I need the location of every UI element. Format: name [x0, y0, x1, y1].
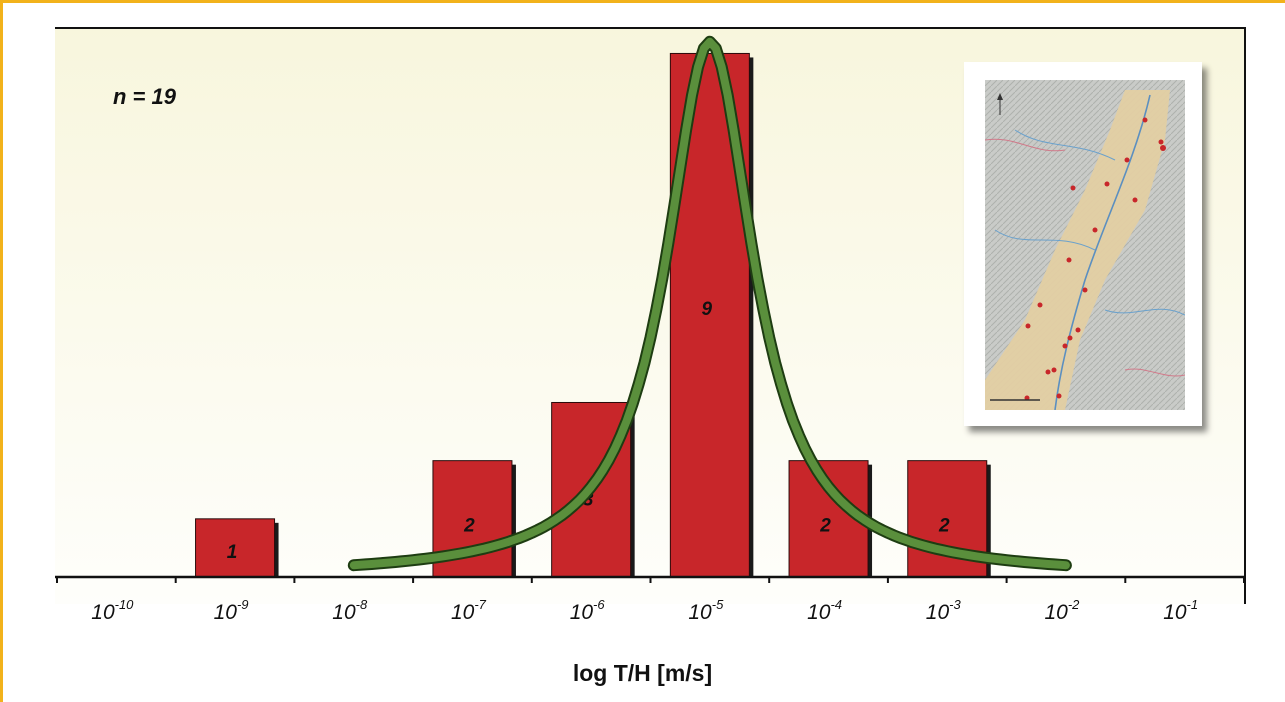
x-tick-label: 10-10	[91, 597, 134, 624]
x-tick-label: 10-7	[451, 597, 487, 624]
bar-value-label: 2	[819, 516, 831, 537]
sample-size-label: n = 19	[113, 84, 176, 109]
bar-value-label: 3	[583, 489, 594, 510]
fitted-curve	[349, 37, 1070, 570]
bar-value-label: 2	[463, 516, 475, 537]
x-tick-label: 10-3	[926, 597, 962, 624]
bar-10^-9	[195, 518, 276, 578]
x-axis-title: log T/H [m/s]	[572, 660, 713, 686]
x-tick-label: 10-2	[1044, 597, 1080, 624]
map-image	[985, 80, 1185, 410]
bar-value-label: 9	[702, 299, 713, 320]
bar-value-label: 1	[227, 542, 238, 563]
x-tick-label: 10-1	[1163, 597, 1198, 624]
x-tick-label: 10-6	[570, 597, 606, 624]
x-tick-label: 10-5	[688, 597, 724, 624]
x-tick-label: 10-4	[807, 597, 842, 624]
x-tick-label: 10-8	[332, 597, 368, 624]
inset-map	[964, 62, 1202, 426]
bar-value-label: 2	[938, 516, 950, 537]
x-tick-label: 10-9	[214, 597, 249, 624]
